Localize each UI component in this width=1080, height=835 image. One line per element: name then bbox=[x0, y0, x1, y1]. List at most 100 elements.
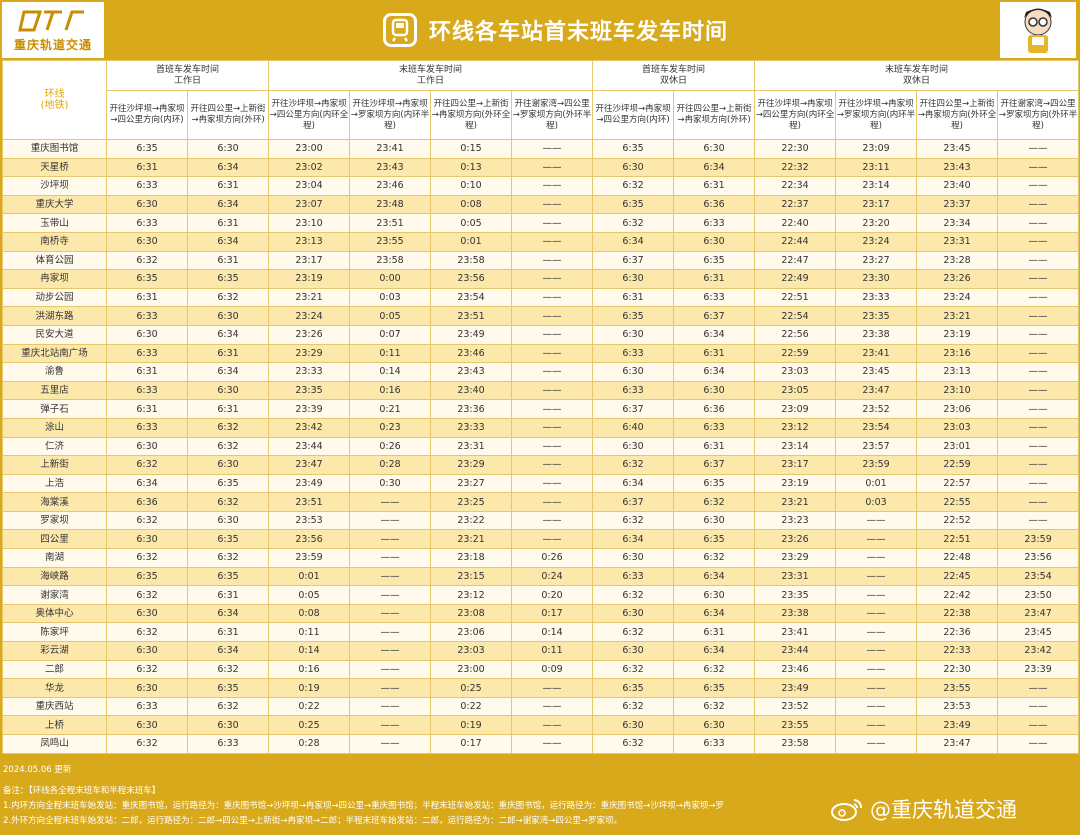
time-cell: 0:01 bbox=[268, 566, 351, 587]
time-cell: 23:56 bbox=[268, 529, 351, 550]
time-cell: 22:54 bbox=[754, 306, 837, 326]
time-cell: 23:14 bbox=[835, 176, 918, 196]
time-cell: 6:30 bbox=[186, 380, 270, 401]
time-cell: 23:20 bbox=[835, 213, 918, 233]
time-cell: 23:56 bbox=[430, 269, 513, 289]
direction-header: 开往四公里→上新街→冉家坝方向(外环) bbox=[186, 90, 270, 140]
time-cell: —— bbox=[349, 696, 432, 717]
station-name: 天星桥 bbox=[2, 157, 107, 178]
station-name: 二郎 bbox=[2, 659, 107, 680]
time-cell: —— bbox=[511, 510, 594, 531]
time-cell: —— bbox=[511, 417, 594, 438]
time-cell: 23:10 bbox=[268, 213, 351, 233]
time-cell: 0:19 bbox=[430, 715, 513, 735]
time-cell: 0:22 bbox=[430, 696, 513, 717]
time-cell: 6:30 bbox=[592, 641, 675, 661]
time-cell: 23:24 bbox=[916, 287, 999, 308]
time-cell: 6:32 bbox=[186, 287, 270, 308]
time-cell: —— bbox=[349, 715, 432, 735]
table-row: 渝鲁 6:31 6:34 23:33 0:14 23:43 —— 6:30 6:34 23:03 2… bbox=[2, 362, 1080, 382]
time-cell: 6:30 bbox=[106, 641, 188, 661]
time-cell: 0:05 bbox=[268, 585, 351, 605]
table-row: 南桥寺 6:30 6:34 23:13 23:55 0:01 —— 6:34 6:30 22:44… bbox=[2, 231, 1080, 252]
time-cell: —— bbox=[511, 734, 594, 754]
time-cell: 22:37 bbox=[754, 194, 837, 215]
time-cell: 23:43 bbox=[430, 362, 513, 382]
time-cell: 6:30 bbox=[673, 585, 756, 605]
station-name: 重庆大学 bbox=[2, 194, 107, 215]
note-line-2: 2.外环方向全程末班车始发站：二郎，运行路径为：二郎→四公里→上新街→冉家坝→二… bbox=[3, 816, 622, 826]
time-cell: 6:32 bbox=[186, 696, 270, 717]
group-header: 末班车发车时间 双休日 bbox=[754, 60, 1080, 91]
time-cell: 23:35 bbox=[835, 306, 918, 326]
time-cell: 22:33 bbox=[916, 641, 999, 661]
direction-header: 开往沙坪坝→冉家坝→四公里方向(内环全程) bbox=[268, 90, 351, 140]
time-cell: 23:19 bbox=[916, 324, 999, 345]
time-cell: —— bbox=[997, 194, 1080, 215]
time-cell: —— bbox=[511, 473, 594, 494]
time-cell: 6:36 bbox=[673, 399, 756, 419]
group-line1: 首班车发车时间 bbox=[156, 64, 220, 75]
time-cell: 6:30 bbox=[592, 324, 675, 345]
time-cell: 23:59 bbox=[835, 455, 918, 475]
time-cell: 0:22 bbox=[268, 696, 351, 717]
time-cell: 23:09 bbox=[835, 139, 918, 159]
time-cell: 22:57 bbox=[916, 473, 999, 494]
time-cell: 6:30 bbox=[673, 510, 756, 531]
time-cell: 23:41 bbox=[349, 139, 432, 159]
time-cell: —— bbox=[511, 455, 594, 475]
time-cell: —— bbox=[511, 231, 594, 252]
group-header: 首班车发车时间 工作日 bbox=[105, 60, 270, 91]
time-cell: 23:01 bbox=[916, 436, 999, 457]
time-cell: —— bbox=[511, 678, 594, 698]
time-cell: 6:32 bbox=[592, 659, 675, 680]
time-cell: 6:32 bbox=[673, 492, 756, 512]
time-cell: 6:34 bbox=[673, 641, 756, 661]
time-cell: 6:33 bbox=[106, 380, 188, 401]
time-cell: 6:32 bbox=[106, 734, 188, 754]
time-cell: 23:03 bbox=[754, 362, 837, 382]
time-cell: 6:31 bbox=[186, 176, 270, 196]
time-cell: 23:52 bbox=[835, 399, 918, 419]
time-cell: —— bbox=[997, 139, 1080, 159]
station-name: 南桥寺 bbox=[2, 231, 107, 252]
weibo-icon bbox=[831, 799, 862, 821]
time-cell: —— bbox=[835, 696, 918, 717]
time-cell: 6:31 bbox=[673, 269, 756, 289]
time-cell: 23:49 bbox=[268, 473, 351, 494]
time-cell: —— bbox=[997, 213, 1080, 233]
time-cell: 23:29 bbox=[430, 455, 513, 475]
time-cell: —— bbox=[997, 455, 1080, 475]
time-cell: 6:33 bbox=[592, 566, 675, 587]
time-cell: 23:38 bbox=[754, 603, 837, 624]
time-cell: 22:30 bbox=[754, 139, 837, 159]
time-cell: 23:03 bbox=[430, 641, 513, 661]
table-row: 南湖 6:32 6:32 23:59 —— 23:18 0:26 6:30 6:32 23:29—… bbox=[2, 548, 1080, 568]
time-cell: 23:38 bbox=[835, 324, 918, 345]
time-cell: 23:21 bbox=[268, 287, 351, 308]
time-cell: —— bbox=[349, 548, 432, 568]
time-cell: —— bbox=[511, 250, 594, 271]
time-cell: 23:17 bbox=[268, 250, 351, 271]
time-cell: 6:32 bbox=[106, 585, 188, 605]
time-cell: 6:37 bbox=[592, 250, 675, 271]
time-cell: —— bbox=[997, 473, 1080, 494]
time-cell: 6:32 bbox=[592, 734, 675, 754]
table-row: 体育公园 6:32 6:31 23:17 23:58 23:58 —— 6:37 6:35 22:… bbox=[2, 250, 1080, 271]
time-cell: —— bbox=[835, 566, 918, 587]
time-cell: 23:39 bbox=[268, 399, 351, 419]
station-name: 五里店 bbox=[2, 380, 107, 401]
time-cell: 23:42 bbox=[268, 417, 351, 438]
time-cell: —— bbox=[835, 715, 918, 735]
time-cell: 0:10 bbox=[430, 176, 513, 196]
time-cell: 23:47 bbox=[835, 380, 918, 401]
time-cell: —— bbox=[997, 715, 1080, 735]
time-cell: 6:32 bbox=[592, 622, 675, 643]
time-cell: 6:30 bbox=[106, 715, 188, 735]
time-cell: 6:32 bbox=[673, 548, 756, 568]
time-cell: —— bbox=[511, 269, 594, 289]
table-row: 陈家坪 6:32 6:31 0:11 —— 23:06 0:14 6:32 6:31 23:41—… bbox=[2, 622, 1080, 643]
time-cell: —— bbox=[349, 566, 432, 587]
time-cell: 6:35 bbox=[186, 473, 270, 494]
time-cell: 23:18 bbox=[430, 548, 513, 568]
